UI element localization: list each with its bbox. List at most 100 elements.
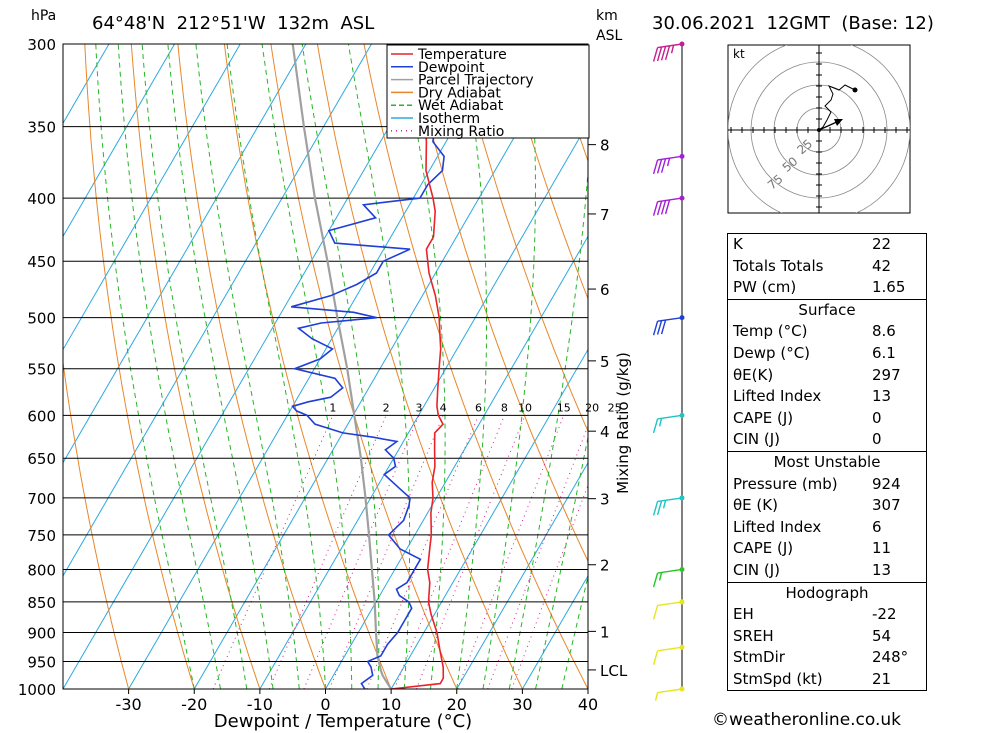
height-tick-label: 4: [600, 423, 610, 441]
wet-adiabat-line: [141, 44, 248, 689]
most-unstable-indices: Most Unstable Pressure (mb) 924 θE (K) 307 L…: [727, 451, 927, 583]
wind-barb-feather: [660, 319, 667, 335]
surface-index-value: 6.1: [872, 343, 896, 362]
background-lines: [63, 44, 1000, 689]
mixing-ratio-label: 25: [608, 401, 622, 414]
surface-index-value: 0: [872, 408, 882, 427]
most-unstable-index-value: 11: [872, 539, 892, 558]
mixing-ratio-line: [511, 483, 588, 689]
hodograph-index-row: SREH 54: [728, 626, 926, 648]
most-unstable-index-value: 13: [872, 560, 892, 579]
location-title: 64°48'N 212°51'W 132m ASL: [92, 13, 374, 34]
wet-adiabat-line: [482, 44, 536, 689]
wet-adiabat-line: [535, 434, 588, 689]
wind-barb-staff: [657, 414, 683, 420]
pressure-tick-label: 500: [27, 310, 56, 328]
surface-index-label: CAPE (J): [733, 408, 794, 427]
surface-index-label: Lifted Index: [733, 387, 822, 406]
most-unstable-index-label: CIN (J): [733, 560, 781, 579]
temperature-curve: [391, 44, 445, 689]
legend-entry: Dewpoint: [418, 60, 485, 76]
isotherm-line: [63, 44, 438, 689]
general-index-row: Totals Totals 42: [728, 256, 926, 278]
datetime-title: 30.06.2021 12GMT (Base: 12): [652, 13, 934, 34]
legend-entry: Temperature: [417, 47, 507, 63]
most-unstable-index-row: Pressure (mb) 924: [728, 474, 926, 496]
mixing-ratio-line: [394, 415, 505, 689]
mixing-ratio-line: [268, 415, 387, 689]
wind-barb-staff: [657, 155, 683, 161]
hodograph-end-dot: [852, 87, 858, 93]
hodograph-index-label: EH: [733, 605, 754, 624]
surface-index-label: Temp (°C): [733, 322, 808, 341]
isotherm-line: [63, 44, 241, 351]
mixing-ratio-line: [303, 415, 420, 689]
pressure-tick-label: 900: [27, 625, 56, 643]
hodograph-unit: kt: [733, 47, 745, 61]
general-index-value: 1.65: [872, 278, 906, 297]
hodograph-index-value: 21: [872, 669, 892, 688]
wet-adiabat-line: [347, 44, 411, 689]
dewpoint-curve: [290, 44, 471, 689]
surface-index-label: θE(K): [733, 365, 774, 384]
wind-barb-staff: [657, 316, 683, 322]
temperature-tick-label: 10: [381, 695, 401, 714]
general-index-label: PW (cm): [733, 278, 797, 297]
wind-barb-feather: [656, 320, 663, 335]
wet-adiabat-line: [95, 44, 195, 689]
surface-index-row: Lifted Index 13: [728, 386, 926, 408]
hodograph-index-value: 54: [872, 626, 892, 645]
wind-barb-feather: [660, 158, 667, 173]
wind-barb-feather: [656, 200, 663, 216]
wet-adiabat-line: [117, 44, 221, 689]
mixing-ratio-labels: 1 2 3 4 6 8 10 15 20 25: [329, 401, 621, 414]
legend-entry: Wet Adiabat: [418, 98, 504, 114]
surface-index-row: Temp (°C) 8.6: [728, 321, 926, 343]
profiles: [290, 44, 471, 689]
surface-index-row: θE(K) 297: [728, 365, 926, 387]
dry-adiabat-line: [922, 44, 1000, 689]
legend-box: [386, 44, 590, 139]
most-unstable-index-row: Lifted Index 6: [728, 517, 926, 539]
pressure-tick-label: 750: [27, 527, 56, 545]
surface-index-value: 8.6: [872, 322, 896, 341]
height-tick-label: 8: [600, 137, 610, 155]
height-tick-label: 2: [600, 557, 610, 575]
legend-entry: Dry Adiabat: [418, 85, 501, 101]
dry-adiabat-line: [969, 44, 1000, 689]
dry-adiabat-line: [177, 44, 326, 689]
pressure-tick-label: 1000: [18, 681, 56, 699]
indices-panel: K 22 Totals Totals 42 PW (cm) 1.65 Surface Te…: [727, 233, 927, 692]
wind-barb-feather: [656, 159, 663, 174]
legend-entry: Mixing Ratio: [418, 124, 504, 140]
surface-index-value: 13: [872, 387, 892, 406]
wind-barb-feather: [652, 650, 659, 665]
most-unstable-index-row: CAPE (J) 11: [728, 538, 926, 560]
dry-adiabat-line: [84, 44, 195, 689]
pressure-unit: hPa: [31, 8, 56, 24]
wind-barb-feather: [652, 572, 659, 588]
most-unstable-title: Most Unstable: [773, 452, 881, 471]
general-index-label: Totals Totals: [733, 256, 824, 275]
pressure-tick-label: 800: [27, 561, 56, 579]
hodograph-index-row: StmDir 248°: [728, 647, 926, 669]
wet-adiabat-line: [226, 44, 326, 689]
general-index-row: K 22: [728, 234, 926, 256]
isotherm-line: [456, 461, 588, 689]
wind-barb-staff: [657, 497, 683, 503]
wind-barb-feather: [652, 159, 659, 175]
wind-barb-feather: [664, 199, 671, 215]
wet-adiabat-line: [195, 44, 300, 689]
height-tick-label: LCL: [600, 662, 628, 680]
most-unstable-index-row: CIN (J) 13: [728, 560, 926, 582]
wind-barb-staff: [657, 646, 683, 652]
hodograph-index-label: SREH: [733, 626, 774, 645]
wind-barb-half-feather: [658, 418, 663, 427]
hodograph-trace: [818, 84, 856, 131]
isotherm-line: [325, 235, 588, 689]
hodograph-index-value: -22: [872, 605, 897, 624]
wind-barb-half-feather: [662, 500, 667, 509]
pressure-tick-label: 850: [27, 594, 56, 612]
surface-index-value: 0: [872, 430, 882, 449]
